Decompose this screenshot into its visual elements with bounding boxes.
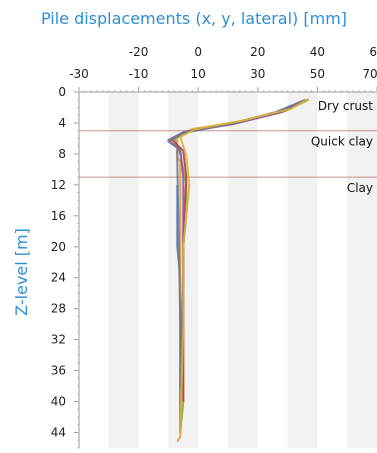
top-tick-label: -20 (129, 45, 149, 59)
y-tick-label: 28 (51, 302, 66, 316)
chart-title: Pile displacements (x, y, lateral) [mm] (41, 9, 347, 28)
y-tick-label: 20 (51, 240, 66, 254)
y-tick-label: 12 (51, 178, 66, 192)
y-tick-label: 40 (51, 395, 66, 409)
y-tick-label: 44 (51, 426, 66, 440)
layer-label: Clay (347, 181, 373, 195)
bottom-tick-label: 30 (250, 67, 265, 81)
layer-boundaries (79, 130, 377, 178)
layer-label: Quick clay (311, 135, 373, 149)
top-tick-label: 60 (369, 45, 377, 59)
top-tick-label: 20 (250, 45, 265, 59)
y-tick-label: 4 (58, 116, 66, 130)
bottom-axis: -30 -10 10 30 50 70 (69, 67, 377, 92)
grey-band (108, 92, 139, 448)
top-tick-label: 0 (194, 45, 202, 59)
y-tick-label: 8 (58, 147, 66, 161)
bottom-tick-label: 50 (310, 67, 325, 81)
top-axis: -20 0 20 40 60 (129, 45, 377, 59)
bottom-tick-label: -30 (69, 67, 89, 81)
y-tick-label: 0 (58, 85, 66, 99)
grey-band (228, 92, 258, 448)
bottom-tick-label: 70 (362, 67, 377, 81)
layer-labels: Dry crust Quick clay Clay (311, 99, 373, 195)
series-line-7 (179, 98, 309, 433)
background-bands (108, 92, 377, 448)
layer-label: Dry crust (318, 99, 373, 113)
data-series-group (167, 98, 309, 443)
y-tick-label: 36 (51, 364, 66, 378)
grey-band (347, 92, 377, 448)
y-tick-label: 16 (51, 209, 66, 223)
y-axis-label: Z-level [m] (12, 228, 31, 316)
y-tick-label: 24 (51, 271, 66, 285)
bottom-tick-label: -10 (129, 67, 149, 81)
top-tick-label: 40 (310, 45, 325, 59)
y-axis: 0 4 8 12 16 20 24 28 32 36 40 44 (51, 85, 79, 449)
y-tick-label: 32 (51, 333, 66, 347)
bottom-tick-label: 10 (191, 67, 206, 81)
grey-band (287, 92, 318, 448)
